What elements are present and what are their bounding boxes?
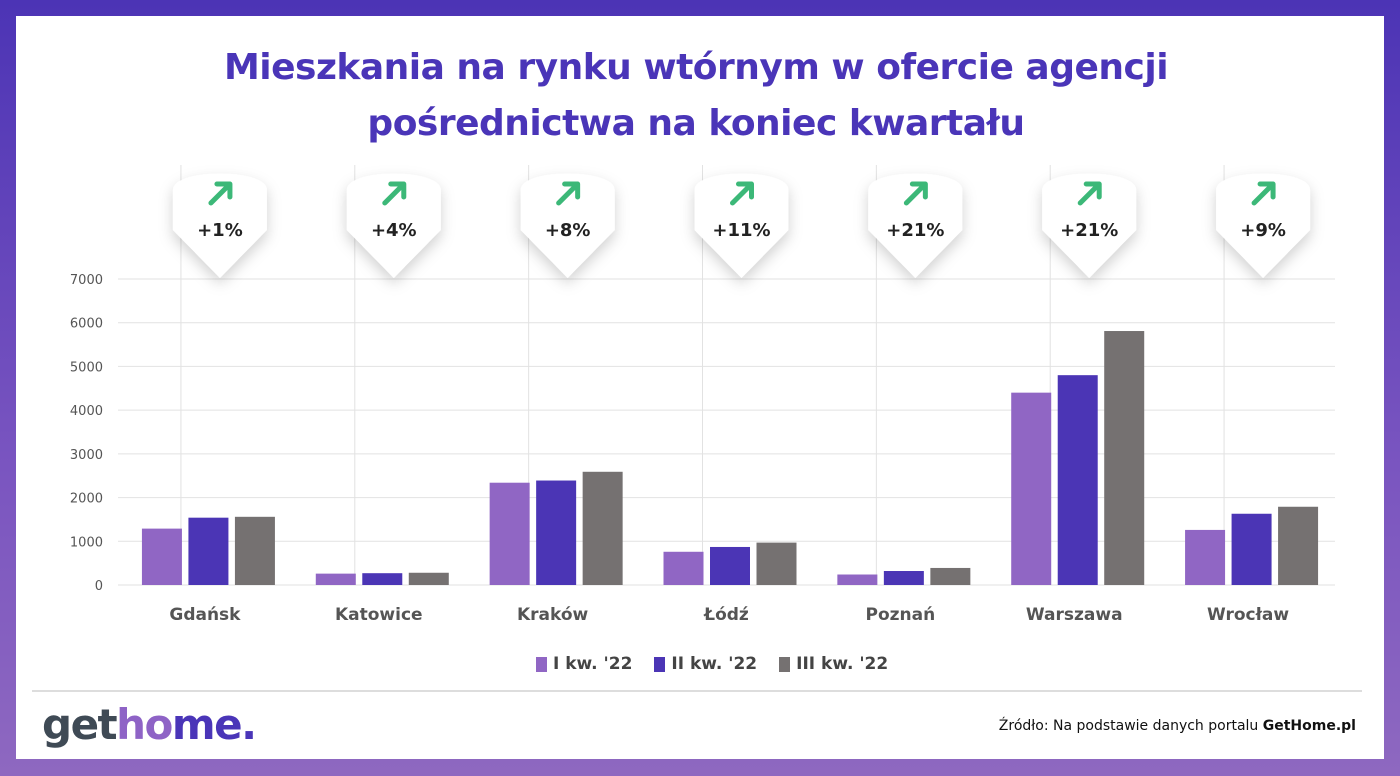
arrow-up-right-icon bbox=[730, 181, 754, 206]
y-tick-label: 3000 bbox=[70, 448, 103, 463]
change-badge bbox=[1216, 173, 1311, 278]
legend-swatch bbox=[654, 656, 666, 672]
bar-Warszawa-3 bbox=[1104, 331, 1145, 585]
change-label: +21% bbox=[1060, 220, 1118, 241]
arrow-up-right-icon bbox=[1251, 181, 1276, 206]
bar-Łódź-1 bbox=[663, 551, 704, 585]
title-line-2: pośrednictwa na koniec kwartału bbox=[367, 103, 1025, 144]
y-tick-label: 6000 bbox=[70, 317, 103, 332]
legend: I kw. '22 II kw. '22 III kw. '22 bbox=[536, 654, 888, 674]
bar-Poznań-2 bbox=[883, 571, 924, 585]
y-tick-label: 5000 bbox=[70, 360, 103, 375]
x-tick-label: Katowice bbox=[335, 605, 423, 625]
change-label: +8% bbox=[545, 220, 591, 241]
bar-Gdańsk-2 bbox=[188, 517, 229, 585]
change-badge bbox=[694, 173, 789, 278]
bar-Kraków-2 bbox=[536, 480, 577, 585]
bar-Wrocław-3 bbox=[1278, 506, 1319, 585]
y-tick-label: 7000 bbox=[70, 273, 103, 288]
legend-item: I kw. '22 bbox=[536, 654, 632, 674]
bar-Katowice-1 bbox=[315, 573, 356, 585]
x-tick-label: Kraków bbox=[517, 605, 589, 625]
bar-Warszawa-2 bbox=[1057, 375, 1098, 585]
change-badge bbox=[520, 173, 615, 278]
arrow-up-right-icon bbox=[382, 181, 407, 206]
bar-Poznań-3 bbox=[930, 567, 971, 585]
bar-Katowice-2 bbox=[362, 573, 403, 585]
bar-Wrocław-2 bbox=[1231, 513, 1272, 585]
change-label: +9% bbox=[1240, 220, 1286, 241]
bar-Kraków-3 bbox=[582, 471, 623, 585]
change-badge bbox=[1042, 173, 1137, 278]
legend-label: I kw. '22 bbox=[553, 654, 633, 674]
bar-Warszawa-1 bbox=[1011, 392, 1052, 585]
source-note: Źródło: Na podstawie danych portalu GetH… bbox=[998, 718, 1356, 734]
y-tick-label: 4000 bbox=[70, 404, 103, 419]
gethome-logo: gethome. bbox=[42, 700, 257, 749]
chart-title: Mieszkania na rynku wtórnym w ofercie ag… bbox=[16, 40, 1376, 152]
legend-item: II kw. '22 bbox=[654, 654, 757, 674]
arrow-up-right-icon bbox=[208, 181, 233, 206]
change-label: +1% bbox=[197, 220, 243, 241]
legend-swatch bbox=[779, 656, 791, 672]
legend-label: II kw. '22 bbox=[671, 654, 758, 674]
bar-Kraków-1 bbox=[489, 482, 530, 585]
change-label: +21% bbox=[886, 220, 944, 241]
legend-label: III kw. '22 bbox=[796, 654, 889, 674]
x-tick-label: Łódź bbox=[703, 605, 749, 625]
change-badge bbox=[868, 173, 963, 278]
arrow-up-right-icon bbox=[1077, 181, 1102, 206]
legend-swatch bbox=[536, 656, 547, 672]
x-tick-label: Warszawa bbox=[1026, 605, 1123, 625]
change-label: +11% bbox=[712, 220, 770, 241]
x-tick-label: Gdańsk bbox=[169, 605, 241, 625]
x-tick-label: Poznań bbox=[865, 605, 935, 625]
change-label: +4% bbox=[371, 220, 417, 241]
divider bbox=[32, 690, 1362, 692]
x-tick-label: Wrocław bbox=[1207, 605, 1289, 625]
bar-Gdańsk-3 bbox=[234, 516, 275, 585]
bar-Katowice-3 bbox=[408, 572, 449, 585]
arrow-up-right-icon bbox=[903, 181, 928, 206]
y-tick-label: 1000 bbox=[70, 535, 103, 550]
change-badge bbox=[172, 173, 267, 278]
title-line-1: Mieszkania na rynku wtórnym w ofercie ag… bbox=[223, 47, 1169, 88]
y-tick-label: 2000 bbox=[70, 492, 103, 507]
y-tick-label: 0 bbox=[95, 579, 103, 594]
bar-Poznań-1 bbox=[837, 574, 878, 585]
change-badge bbox=[346, 173, 441, 278]
panel bbox=[16, 16, 1384, 759]
legend-item: III kw. '22 bbox=[779, 654, 888, 674]
bar-Wrocław-1 bbox=[1185, 529, 1226, 585]
arrow-up-right-icon bbox=[556, 181, 581, 206]
bar-Łódź-3 bbox=[756, 542, 797, 585]
bar-Łódź-2 bbox=[710, 546, 750, 585]
bar-Gdańsk-1 bbox=[141, 528, 182, 585]
